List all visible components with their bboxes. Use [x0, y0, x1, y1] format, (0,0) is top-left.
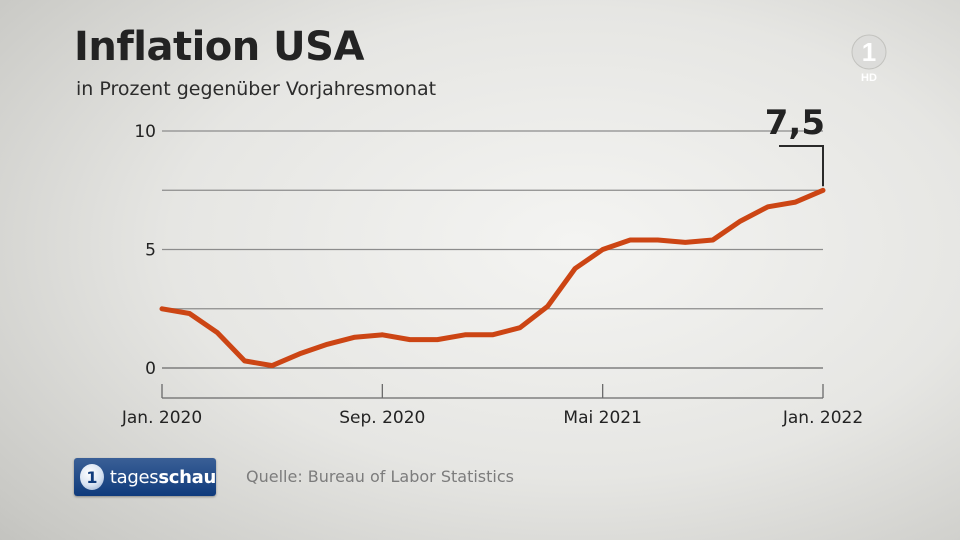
- chart-title: Inflation USA: [74, 24, 364, 70]
- x-tick-label: Mai 2021: [563, 408, 641, 428]
- data-point: [189, 313, 190, 314]
- x-tick-label: Jan. 2020: [121, 408, 202, 428]
- data-point: [767, 206, 768, 207]
- data-point: [464, 334, 465, 335]
- data-point: [272, 365, 273, 366]
- data-point: [217, 332, 218, 333]
- data-point: [162, 308, 163, 309]
- data-point: [630, 240, 631, 241]
- chart-subtitle: in Prozent gegenüber Vorjahresmonat: [76, 78, 437, 100]
- das-erste-logo-icon: 1 HD: [851, 34, 887, 84]
- data-point: [740, 221, 741, 222]
- source-note: Quelle: Bureau of Labor Statistics: [246, 467, 514, 486]
- data-point: [547, 306, 548, 307]
- brand-prefix: tages: [109, 466, 159, 488]
- data-point: [657, 240, 658, 241]
- y-tick-label: 10: [134, 122, 156, 142]
- data-point: [602, 249, 603, 250]
- data-point: [382, 334, 383, 335]
- data-point: [437, 339, 438, 340]
- y-tick-label: 0: [145, 359, 156, 379]
- data-point: [575, 268, 576, 269]
- data-point: [299, 353, 300, 354]
- data-point: [520, 327, 521, 328]
- data-point: [492, 334, 493, 335]
- x-tick-label: Sep. 2020: [339, 408, 425, 428]
- data-point: [244, 360, 245, 361]
- hd-label: HD: [861, 72, 877, 84]
- data-point: [795, 202, 796, 203]
- data-point: [823, 190, 824, 191]
- y-tick-label: 5: [145, 241, 156, 261]
- annotation-bracket: [779, 145, 824, 187]
- data-point: [685, 242, 686, 243]
- x-tick-label: Jan. 2022: [782, 408, 863, 428]
- tagesschau-wordmark: tagesschau: [110, 467, 216, 488]
- data-point: [712, 240, 713, 241]
- annotation-label: 7,5: [765, 103, 825, 143]
- brand-suffix: schau: [158, 466, 216, 488]
- data-point: [409, 339, 410, 340]
- tagesschau-logo: 1 tagesschau: [74, 458, 216, 496]
- data-point: [354, 337, 355, 338]
- das-erste-logo-number: 1: [862, 37, 876, 67]
- series-line-0: [159, 187, 826, 369]
- tagesschau-globe-icon: 1: [80, 464, 104, 490]
- data-point: [327, 344, 328, 345]
